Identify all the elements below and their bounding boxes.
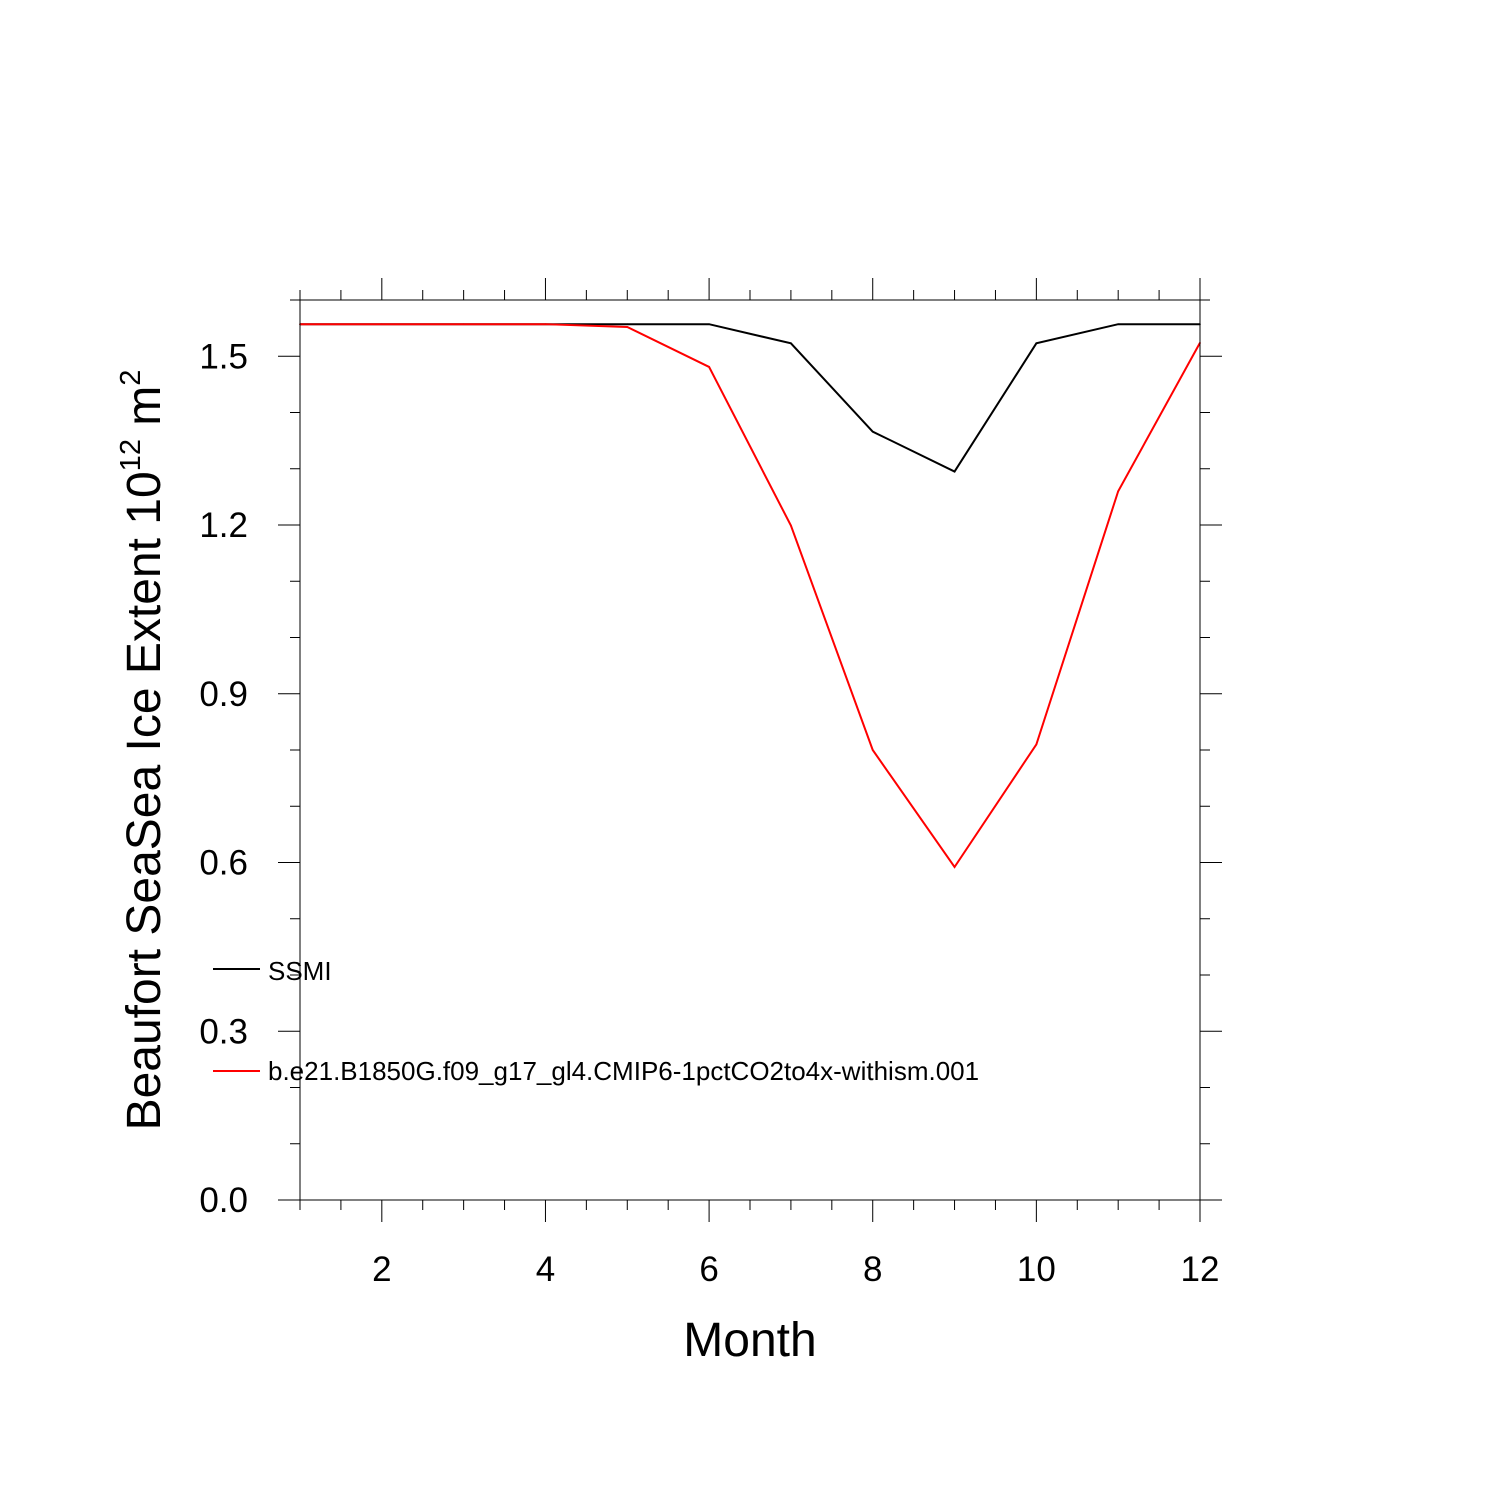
series-line-1 [300, 323, 1201, 869]
x-tick-label: 12 [1181, 1250, 1220, 1289]
y-axis-title-text: Beaufort SeaSea Ice Extent 10 [118, 471, 171, 1130]
y-axis-title: Beaufort SeaSea Ice Extent 1012 m2 [115, 370, 171, 1131]
data-point-0 [1035, 342, 1038, 345]
data-point-1 [1035, 743, 1038, 746]
x-tick-label: 4 [536, 1250, 555, 1289]
data-point-1 [871, 749, 874, 751]
legend-label-ssmi: SSMI [268, 956, 332, 986]
y-tick-label: 1.2 [199, 506, 248, 545]
data-point-0 [708, 323, 710, 325]
data-point-1 [462, 323, 465, 325]
legend-label-model: b.e21.B1850G.f09_g17_gl4.CMIP6-1pctCO2to… [268, 1056, 979, 1086]
data-point-1 [626, 326, 629, 328]
series-lines [299, 323, 1201, 869]
x-tick-label: 6 [699, 1250, 718, 1289]
y-tick-label: 0.9 [199, 675, 248, 714]
data-point-1 [708, 366, 710, 368]
x-tick-label: 8 [863, 1250, 882, 1289]
data-point-1 [790, 524, 792, 527]
data-point-1 [544, 323, 547, 325]
y-tick-label: 0.3 [199, 1012, 248, 1051]
data-point-0 [790, 342, 792, 345]
y-axis-title-unit: m [118, 386, 171, 439]
data-point-0 [626, 323, 629, 325]
y-axis-title-exponent: 12 [115, 439, 147, 471]
data-point-0 [871, 430, 874, 433]
data-point-1 [381, 323, 383, 325]
data-point-0 [953, 470, 956, 473]
legend: SSMI b.e21.B1850G.f09_g17_gl4.CMIP6-1pct… [213, 956, 979, 1086]
y-axis-title-unit-exponent: 2 [115, 370, 147, 386]
data-point-0 [1117, 323, 1119, 325]
axis-ticks [278, 278, 1222, 1222]
x-tick-label: 10 [1017, 1250, 1056, 1289]
x-tick-label: 2 [372, 1250, 391, 1289]
axis-tick-labels: 2 4 6 8 10 12 0.0 0.3 0.6 0.9 1.2 1.5 [199, 337, 1219, 1289]
y-tick-label: 1.5 [199, 337, 248, 376]
y-tick-label: 0.0 [199, 1181, 248, 1220]
data-point-1 [1117, 490, 1119, 493]
data-point-1 [953, 866, 956, 868]
plot-frame [299, 299, 1201, 1201]
x-axis-title: Month [683, 1314, 816, 1367]
y-tick-label: 0.6 [199, 844, 248, 883]
